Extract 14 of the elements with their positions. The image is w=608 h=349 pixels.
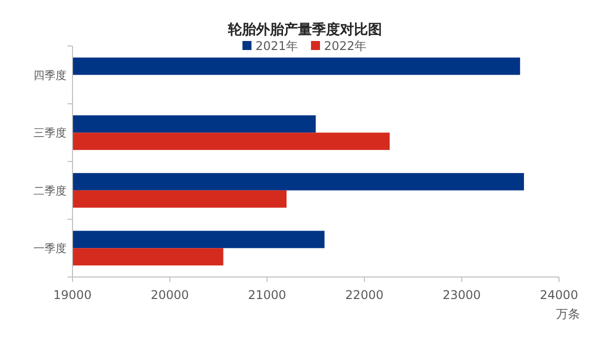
x-tick-label: 22000 [345,288,384,302]
x-tick-label: 24000 [540,288,578,302]
y-tick-label: 二季度 [34,184,66,198]
chart-title: 轮胎外胎产量季度对比图 [227,21,382,38]
legend-label: 2021年 [255,39,298,53]
y-tick-label: 三季度 [34,126,66,140]
x-tick-label: 21000 [248,288,286,302]
y-tick-label: 一季度 [34,242,66,256]
y-tick-label: 四季度 [34,68,66,82]
x-tick-label: 20000 [150,288,189,302]
x-tick-label: 23000 [442,288,481,302]
x-tick-label: 19000 [53,288,92,302]
legend-label: 2022年 [324,39,367,53]
x-axis-title: 万条 [556,307,580,321]
